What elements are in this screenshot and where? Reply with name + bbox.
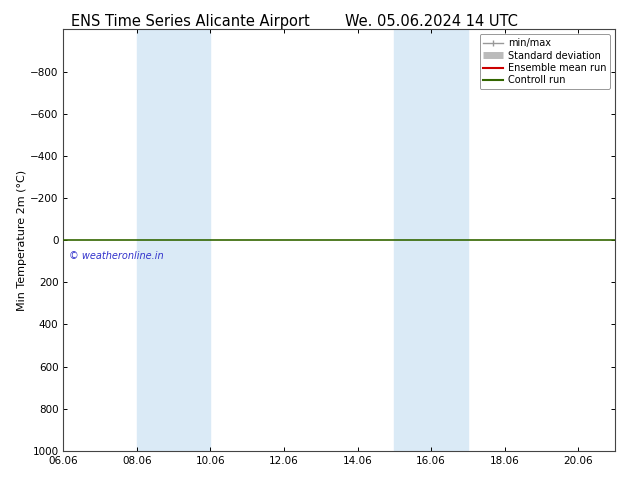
Bar	[394, 29, 468, 451]
Text: ENS Time Series Alicante Airport: ENS Time Series Alicante Airport	[71, 14, 309, 29]
Bar	[137, 29, 210, 451]
Text: © weatheronline.in: © weatheronline.in	[68, 251, 163, 261]
Text: We. 05.06.2024 14 UTC: We. 05.06.2024 14 UTC	[345, 14, 517, 29]
Y-axis label: Min Temperature 2m (°C): Min Temperature 2m (°C)	[17, 170, 27, 311]
Legend: min/max, Standard deviation, Ensemble mean run, Controll run: min/max, Standard deviation, Ensemble me…	[479, 34, 610, 89]
